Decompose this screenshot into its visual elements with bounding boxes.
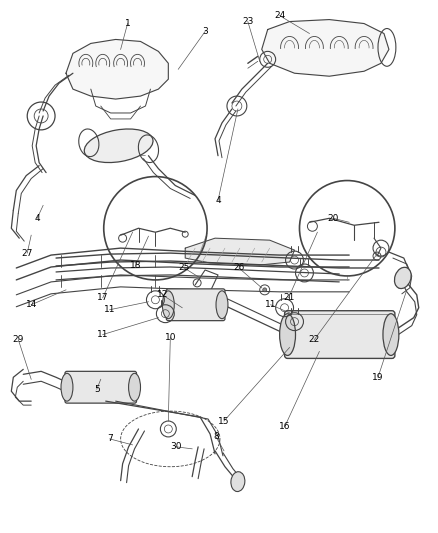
Text: 4: 4 [215, 196, 220, 205]
Text: 21: 21 [282, 293, 293, 302]
Text: 11: 11 [104, 305, 115, 314]
Text: 19: 19 [371, 373, 383, 382]
FancyBboxPatch shape [166, 289, 224, 321]
Text: 11: 11 [97, 330, 108, 339]
Text: 16: 16 [278, 423, 290, 432]
Text: 18: 18 [130, 261, 141, 270]
Circle shape [262, 288, 266, 292]
Text: 8: 8 [213, 432, 219, 441]
Ellipse shape [162, 291, 174, 319]
Text: 24: 24 [273, 11, 285, 20]
Text: 10: 10 [164, 333, 176, 342]
Text: 15: 15 [218, 416, 229, 425]
Text: 5: 5 [94, 385, 99, 394]
Ellipse shape [382, 314, 398, 356]
Ellipse shape [394, 268, 410, 288]
Text: 25: 25 [178, 263, 190, 272]
Ellipse shape [84, 129, 153, 163]
Polygon shape [261, 20, 388, 76]
Text: 7: 7 [106, 434, 112, 443]
Ellipse shape [61, 373, 73, 401]
Text: 11: 11 [264, 300, 276, 309]
Ellipse shape [128, 373, 140, 401]
Ellipse shape [279, 314, 295, 356]
Text: 4: 4 [34, 214, 40, 223]
Text: 14: 14 [25, 300, 37, 309]
Polygon shape [66, 39, 168, 99]
FancyBboxPatch shape [284, 311, 394, 358]
Text: 1: 1 [124, 19, 130, 28]
Text: 26: 26 [233, 263, 244, 272]
Text: 20: 20 [327, 214, 338, 223]
Text: 12: 12 [156, 290, 168, 300]
Text: 23: 23 [242, 17, 253, 26]
Text: 29: 29 [13, 335, 24, 344]
Text: 27: 27 [21, 248, 33, 257]
Text: 22: 22 [308, 335, 319, 344]
FancyBboxPatch shape [65, 372, 136, 403]
Ellipse shape [230, 472, 244, 491]
Text: 17: 17 [97, 293, 108, 302]
Text: 30: 30 [170, 442, 182, 451]
Polygon shape [185, 238, 294, 265]
Text: 3: 3 [202, 27, 208, 36]
Ellipse shape [215, 291, 227, 319]
